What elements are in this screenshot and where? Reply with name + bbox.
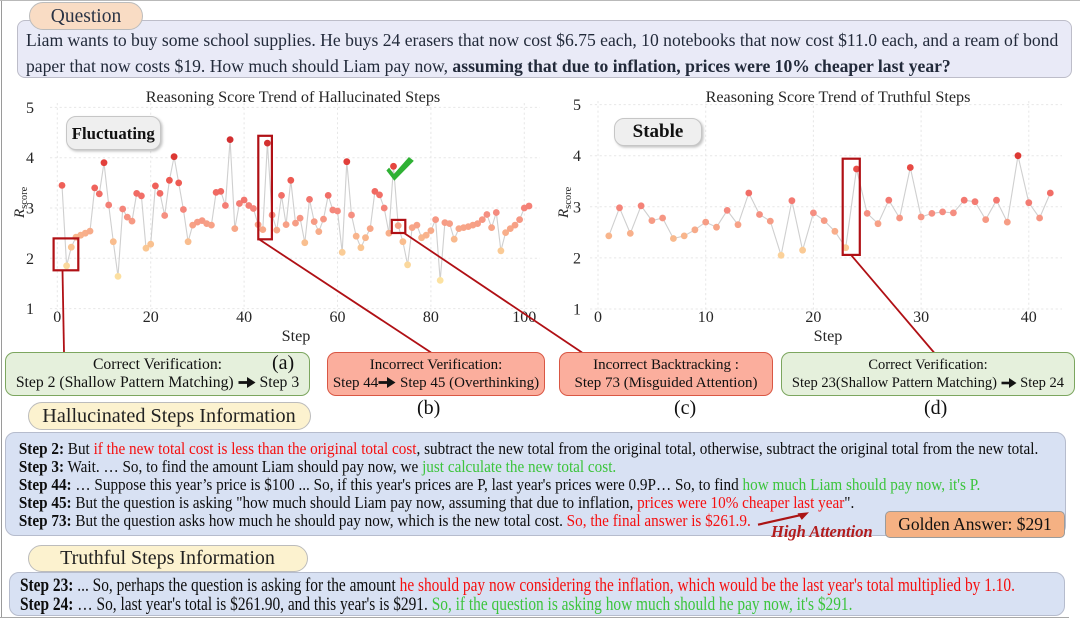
svg-text:60: 60 (330, 309, 346, 326)
svg-text:20: 20 (805, 309, 821, 326)
svg-text:Step: Step (814, 327, 843, 345)
svg-text:40: 40 (1021, 309, 1037, 326)
svg-text:100: 100 (512, 309, 536, 326)
svg-text:5: 5 (26, 100, 34, 117)
svg-text:2: 2 (573, 250, 581, 267)
svg-text:40: 40 (236, 309, 252, 326)
svg-text:20: 20 (143, 309, 159, 326)
svg-text:3: 3 (26, 201, 34, 218)
svg-text:3: 3 (573, 199, 581, 216)
svg-text:0: 0 (53, 309, 61, 326)
svg-text:0: 0 (594, 309, 602, 326)
svg-text:10: 10 (698, 309, 714, 326)
svg-text:Step: Step (282, 327, 311, 345)
svg-text:5: 5 (573, 97, 581, 114)
svg-text:30: 30 (913, 309, 929, 326)
svg-text:Reasoning Score Trend of Hallu: Reasoning Score Trend of Hallucinated St… (146, 88, 440, 106)
svg-text:2: 2 (26, 251, 34, 268)
svg-text:4: 4 (26, 150, 34, 167)
svg-text:Reasoning Score Trend of Truth: Reasoning Score Trend of Truthful Steps (706, 88, 971, 106)
svg-text:1: 1 (573, 302, 581, 319)
svg-text:Rscore: Rscore (556, 186, 574, 219)
svg-text:4: 4 (573, 148, 581, 165)
svg-text:80: 80 (423, 309, 439, 326)
svg-text:Rscore: Rscore (12, 186, 30, 219)
svg-text:1: 1 (26, 301, 34, 318)
